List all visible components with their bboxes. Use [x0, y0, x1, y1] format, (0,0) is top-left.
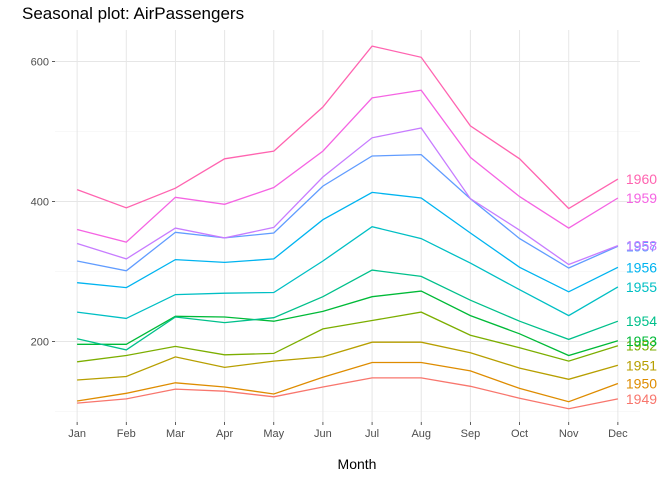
series-label-1953: 1953 [626, 333, 657, 349]
series-line-1953 [77, 290, 619, 357]
series-line-1952 [77, 311, 619, 363]
series-lines [76, 45, 619, 410]
series-label-1950: 1950 [626, 376, 657, 392]
x-tick-label: Jul [365, 428, 379, 440]
series-line-1951 [77, 341, 619, 381]
series-line-1960 [76, 45, 619, 210]
y-tick-label: 400 [31, 197, 49, 209]
series-label-1949: 1949 [626, 391, 657, 407]
series-line-1950 [76, 361, 619, 403]
x-tick-label: Mar [166, 428, 185, 440]
series-label-1954: 1954 [626, 313, 657, 329]
x-tick-label: Aug [411, 428, 431, 440]
series-label-1960: 1960 [626, 171, 657, 187]
series-label-1955: 1955 [626, 279, 657, 295]
series-line-1954 [76, 269, 619, 351]
series-line-1949 [77, 377, 619, 410]
x-tick-label: Nov [559, 428, 579, 440]
x-tick-label: Apr [216, 428, 233, 440]
y-axis: 200 400 600 [31, 57, 55, 349]
series-label-1956: 1956 [626, 259, 657, 275]
x-axis-title: Month [338, 456, 377, 472]
series-line-1955 [77, 225, 619, 320]
minor-gridlines [55, 131, 640, 412]
x-tick-label: Dec [608, 428, 628, 440]
series-label-1958: 1958 [626, 238, 657, 254]
y-tick-label: 600 [31, 57, 49, 69]
x-tick-label: Oct [511, 428, 528, 440]
series-label-1952: 1952 [626, 338, 657, 354]
plot-panel [55, 30, 640, 422]
chart-title: Seasonal plot: AirPassengers [22, 4, 245, 23]
series-label-1959: 1959 [626, 190, 657, 206]
series-label-1957: 1957 [626, 238, 657, 254]
y-tick-label: 200 [31, 337, 49, 349]
x-tick-label: Sep [461, 428, 481, 440]
series-line-1956 [77, 191, 619, 293]
series-line-1958 [76, 127, 619, 266]
x-tick-label: May [263, 428, 284, 440]
series-line-1957 [76, 153, 619, 272]
series-label-1951: 1951 [626, 357, 657, 373]
x-tick-label: Feb [117, 428, 136, 440]
x-axis: Jan Feb Mar Apr May Jun Jul Aug Sep Oct Nov Dec [68, 422, 628, 440]
x-tick-label: Jan [68, 428, 86, 440]
series-line-1959 [76, 89, 619, 243]
x-tick-label: Jun [314, 428, 332, 440]
